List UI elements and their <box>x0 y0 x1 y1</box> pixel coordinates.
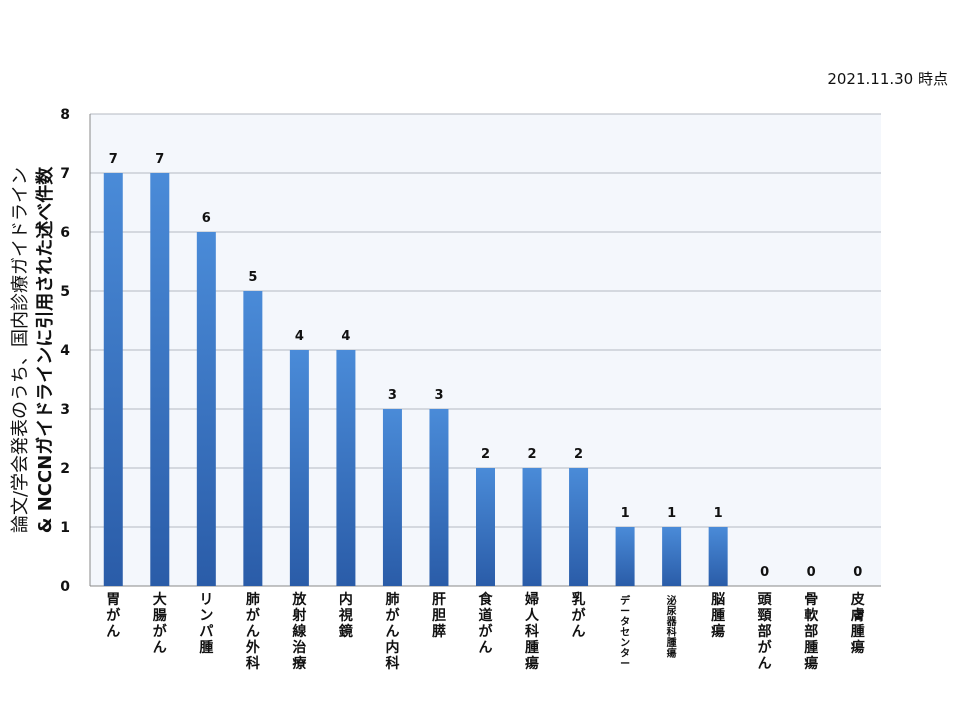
bar <box>103 173 123 586</box>
data-label: 2 <box>481 447 490 462</box>
y-tick-label: 6 <box>60 225 70 241</box>
x-tick-label: 泌尿器科腫瘍 <box>666 594 678 660</box>
data-label: 5 <box>248 270 257 285</box>
y-tick-label: 3 <box>60 402 70 418</box>
bar <box>196 232 216 586</box>
x-tick-label: 脳腫瘍 <box>711 591 725 640</box>
date-stamp: 2021.11.30 時点 <box>827 70 948 88</box>
x-tick-label: 乳がん <box>572 591 587 640</box>
y-tick-label: 5 <box>60 284 70 300</box>
x-tick-label: 内視鏡 <box>338 591 353 640</box>
bar <box>289 350 309 586</box>
data-label: 1 <box>667 506 676 521</box>
x-tick-label: 頭頸部がん <box>758 592 773 672</box>
data-label: 7 <box>109 152 118 167</box>
x-tick-label: 肺がん内科 <box>385 592 400 672</box>
y-tick-label: 0 <box>60 579 70 595</box>
x-tick-label: 骨軟部腫瘍 <box>804 591 819 672</box>
x-tick-label: 婦人科腫瘍 <box>524 591 540 672</box>
bar <box>708 527 728 586</box>
y-tick-label: 1 <box>60 520 70 536</box>
data-label: 4 <box>295 329 304 344</box>
bar <box>382 409 402 586</box>
data-label: 6 <box>202 211 211 226</box>
y-tick-label: 4 <box>60 343 70 359</box>
data-label: 2 <box>574 447 583 462</box>
x-tick-label: 肝胆膵 <box>432 592 446 640</box>
bar <box>476 468 495 586</box>
x-tick-label: 放射線治療 <box>291 591 307 672</box>
data-label: 0 <box>807 565 816 580</box>
x-tick-label: 肺がん外科 <box>246 592 261 672</box>
y-tick-label: 7 <box>60 166 70 182</box>
x-tick-label: 食道がん <box>479 591 494 656</box>
bar <box>243 291 263 586</box>
data-label: 3 <box>434 388 443 403</box>
data-label: 0 <box>760 565 769 580</box>
bar <box>429 409 449 586</box>
x-tick-label: 皮膚腫瘍 <box>850 591 865 656</box>
x-tick-label: 胃がん <box>106 592 121 640</box>
bar <box>615 527 635 586</box>
bar <box>150 173 170 586</box>
data-label: 7 <box>155 152 164 167</box>
bar <box>662 527 682 586</box>
x-tick-label: データセンター <box>620 594 631 670</box>
bar <box>336 350 356 586</box>
data-label: 0 <box>853 565 862 580</box>
y-tick-label: 8 <box>60 107 70 123</box>
data-label: 3 <box>388 388 397 403</box>
bar <box>522 468 542 586</box>
x-tick-label: リンパ腫 <box>199 592 213 656</box>
data-label: 2 <box>528 447 537 462</box>
bar <box>569 468 589 586</box>
y-tick-label: 2 <box>60 461 70 477</box>
data-label: 1 <box>714 506 723 521</box>
data-label: 4 <box>341 329 350 344</box>
x-tick-label: 大腸がん <box>153 591 168 656</box>
data-label: 1 <box>621 506 630 521</box>
